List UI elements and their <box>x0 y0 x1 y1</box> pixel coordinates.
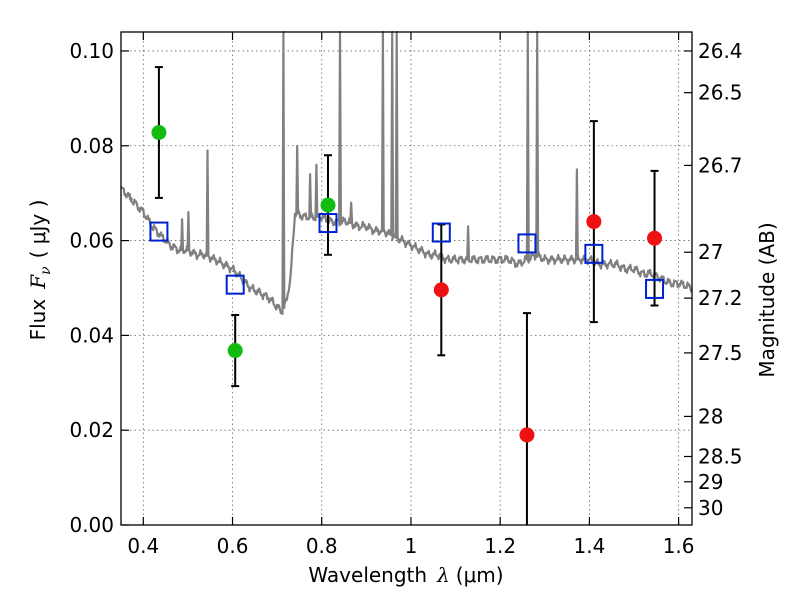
y2-tick-label: 28 <box>698 404 723 428</box>
spectrum-line <box>120 30 694 316</box>
model-point <box>431 222 451 243</box>
x-tick-label: 1.4 <box>573 534 605 558</box>
model-point <box>584 243 604 264</box>
y-axis-label: Flux Fν ( μJy ) <box>26 200 54 341</box>
y-tick-label: 0.08 <box>69 134 114 158</box>
y-tick-label: 0.10 <box>69 39 114 63</box>
data-point <box>586 214 602 230</box>
y-axis-label-symbol: F <box>26 274 50 290</box>
data-point <box>151 124 167 140</box>
x-tick-label: 1.2 <box>484 534 516 558</box>
axis-ticks: 0.4 0.6 0.8 1 1.2 1.4 1.6 0.00 0.02 0.04 0.06 0.08 0… <box>69 32 743 558</box>
spectrum-layer <box>120 30 694 316</box>
model-point <box>225 274 245 295</box>
model-point <box>318 213 338 234</box>
x-tick-label: 0.8 <box>306 534 338 558</box>
data-point <box>227 343 243 359</box>
y2-tick-label: 27.2 <box>698 286 743 310</box>
y2-tick-label: 26.5 <box>698 81 743 105</box>
y-axis-label-subscript: ν <box>38 266 54 275</box>
y-tick-label: 0.00 <box>69 513 114 537</box>
y-tick-label: 0.02 <box>69 418 114 442</box>
data-point <box>320 197 336 213</box>
y-tick-label: 0.06 <box>69 229 114 253</box>
x-axis-label: Wavelength λ (μm) <box>308 563 503 587</box>
y-axis-label-unit: ( μJy ) <box>26 200 50 259</box>
y2-tick-label: 30 <box>698 496 723 520</box>
data-point <box>647 230 663 246</box>
x-tick-label: 1 <box>405 534 418 558</box>
x-axis-label-symbol: λ <box>436 563 450 587</box>
x-tick-label: 0.4 <box>127 534 159 558</box>
x-axis-label-unit: (μm) <box>456 563 504 587</box>
x-tick-label: 1.6 <box>663 534 695 558</box>
x-axis-label-text: Wavelength <box>308 563 427 587</box>
y-axis-label-text: Flux <box>26 299 50 341</box>
data-points-layer <box>149 66 665 525</box>
model-point <box>645 278 665 299</box>
model-point <box>149 221 169 242</box>
model-point <box>517 233 537 254</box>
y2-tick-label: 29 <box>698 470 723 494</box>
y2-tick-label: 27 <box>698 240 723 264</box>
y2-axis-label: Magnitude (AB) <box>755 222 779 377</box>
grid-lines <box>121 32 692 525</box>
y-tick-label: 0.04 <box>69 323 114 347</box>
x-tick-label: 0.6 <box>217 534 249 558</box>
plot-frame <box>120 31 693 526</box>
data-point <box>519 427 535 443</box>
y2-tick-label: 28.5 <box>698 444 743 468</box>
y2-tick-label: 26.4 <box>698 39 743 63</box>
y2-tick-label: 27.5 <box>698 341 743 365</box>
y2-tick-label: 26.7 <box>698 153 743 177</box>
data-point <box>433 282 449 298</box>
